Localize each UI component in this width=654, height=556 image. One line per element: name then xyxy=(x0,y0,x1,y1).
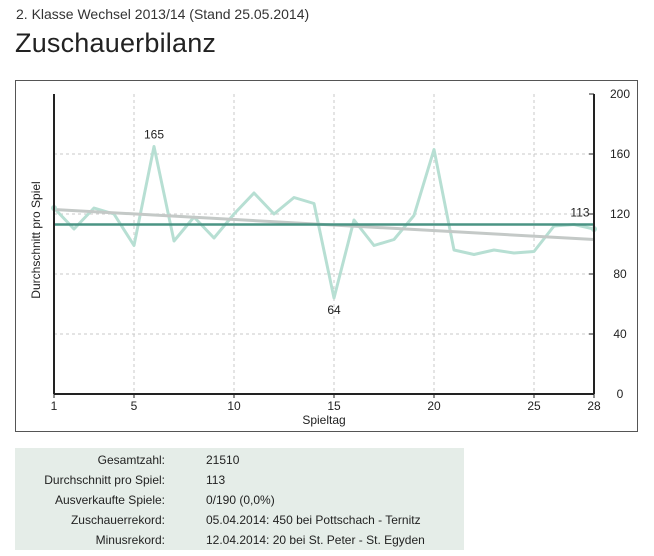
stats-value: 05.04.2014: 450 bei Pottschach - Ternitz xyxy=(206,513,421,527)
y-tick-label: 40 xyxy=(613,327,627,341)
data-label: 64 xyxy=(327,303,341,317)
x-tick-label: 10 xyxy=(227,399,241,413)
x-tick-label: 20 xyxy=(427,399,441,413)
page-title: Zuschauerbilanz xyxy=(15,28,217,58)
x-axis-title: Spieltag xyxy=(302,413,345,427)
stats-table: Gesamtzahl: 21510 Durchschnitt pro Spiel: 1… xyxy=(15,450,425,550)
x-tick-label: 15 xyxy=(327,399,341,413)
stats-label: Minusrekord: xyxy=(95,533,165,547)
stats-panel: Gesamtzahl: 21510 Durchschnitt pro Spiel: 1… xyxy=(15,448,464,550)
stats-row: Durchschnitt pro Spiel: 113 xyxy=(15,470,425,490)
stats-value: 0/190 (0,0%) xyxy=(206,493,275,507)
y-tick-label: 0 xyxy=(617,387,624,401)
stats-label: Ausverkaufte Spiele: xyxy=(54,493,165,507)
x-tick-label: 25 xyxy=(527,399,541,413)
stats-row: Zuschauerrekord: 05.04.2014: 450 bei Pott… xyxy=(15,510,425,530)
chart-frame: 1 5 10 15 20 25 28 0 40 80 120 160 200 Spieltag Durchs… xyxy=(15,80,638,432)
series-line xyxy=(52,145,595,300)
stats-label: Gesamtzahl: xyxy=(97,453,165,467)
y-tick-label: 200 xyxy=(610,87,630,101)
data-label: 165 xyxy=(144,128,164,142)
stats-label: Zuschauerrekord: xyxy=(70,513,165,527)
page-subtitle: 2. Klasse Wechsel 2013/14 (Stand 25.05.2… xyxy=(16,6,310,22)
stats-value: 113 xyxy=(206,473,226,487)
x-tick-label: 28 xyxy=(587,399,601,413)
stats-row: Ausverkaufte Spiele: 0/190 (0,0%) xyxy=(15,490,425,510)
y-tick-label: 160 xyxy=(610,147,630,161)
x-tick-label: 5 xyxy=(131,399,138,413)
stats-value: 12.04.2014: 20 bei St. Peter - St. Egyde… xyxy=(206,533,425,547)
y-axis-title: Durchschnitt pro Spiel xyxy=(29,181,43,298)
stats-value: 21510 xyxy=(206,453,240,467)
y-tick-label: 120 xyxy=(610,207,630,221)
x-tick-label: 1 xyxy=(51,399,58,413)
stats-row: Gesamtzahl: 21510 xyxy=(15,450,425,470)
stats-row: Minusrekord: 12.04.2014: 20 bei St. Peter… xyxy=(15,530,425,550)
attendance-chart: 1 5 10 15 20 25 2804080120160200SpieltagDurchs… xyxy=(29,87,630,427)
y-tick-label: 80 xyxy=(613,267,627,281)
stats-label: Durchschnitt pro Spiel: xyxy=(44,473,165,487)
data-label: 113 xyxy=(570,206,589,220)
